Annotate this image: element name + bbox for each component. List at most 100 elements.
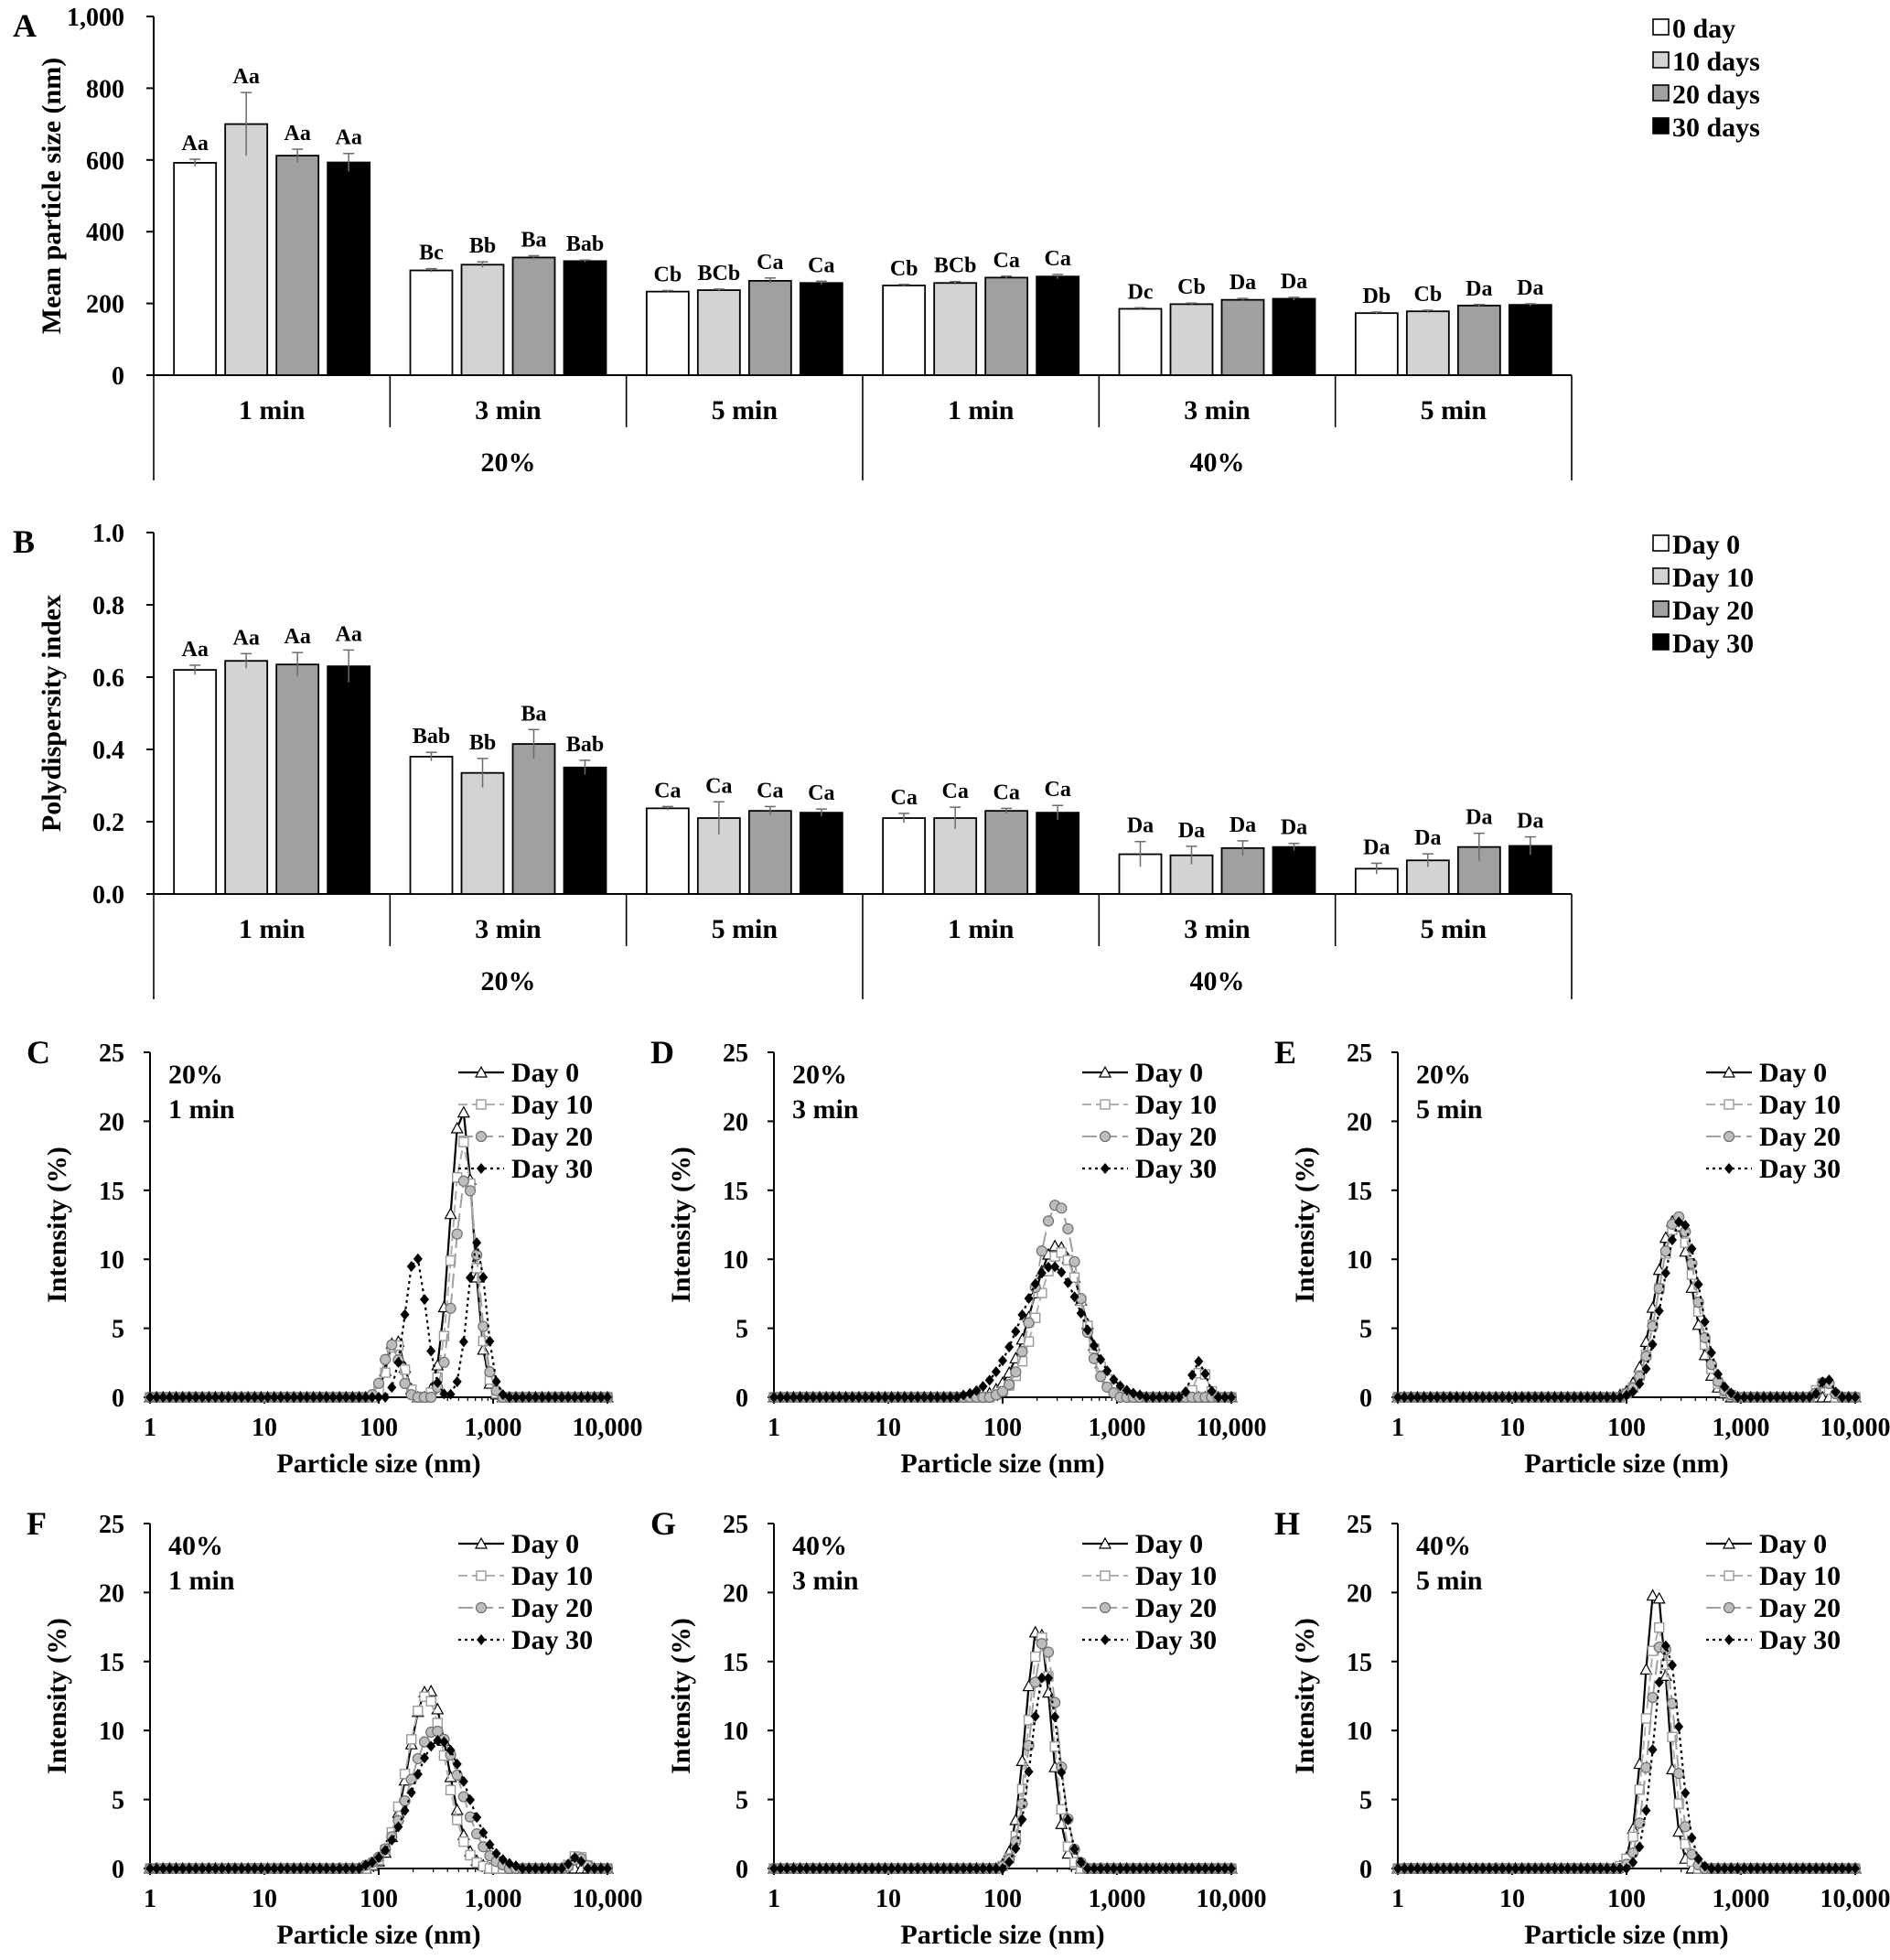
significance-label: Cb (1413, 283, 1442, 307)
marker-diamond (854, 1392, 864, 1403)
marker-square (1036, 1287, 1047, 1298)
marker-diamond (1432, 1392, 1442, 1403)
significance-label: Cb (890, 257, 918, 281)
y-tick-label: 0.6 (92, 664, 124, 693)
bar (460, 264, 505, 376)
marker-diamond (1510, 1392, 1520, 1403)
marker-diamond (210, 1392, 220, 1403)
marker-diamond (1720, 1381, 1730, 1393)
marker-diamond (847, 1863, 857, 1874)
marker-circle (1095, 1371, 1107, 1383)
y-tick-label: 0 (1359, 1384, 1372, 1413)
marker-diamond (1219, 1863, 1230, 1874)
bar (799, 282, 843, 376)
significance-label: Bc (419, 242, 444, 265)
panel-annotation: 5 min (1416, 1094, 1483, 1125)
marker-circle (1686, 1848, 1698, 1860)
marker-diamond (1843, 1863, 1853, 1874)
marker-diamond (452, 1758, 462, 1770)
marker-diamond (1517, 1392, 1527, 1403)
x-axis-title: Particle size (nm) (900, 1448, 1104, 1479)
marker-circle (1673, 1768, 1685, 1780)
marker-diamond (782, 1392, 792, 1403)
marker-diamond (991, 1863, 1001, 1874)
marker-diamond (367, 1857, 377, 1868)
marker-diamond (886, 1863, 897, 1874)
y-tick-label: 10 (99, 1246, 124, 1275)
marker-diamond (1706, 1863, 1716, 1874)
marker-diamond (1024, 1292, 1034, 1304)
marker-diamond (1628, 1857, 1638, 1868)
x-tick-label: 100 (1607, 1885, 1646, 1913)
marker-diamond (243, 1392, 253, 1403)
marker-diamond (1498, 1863, 1508, 1874)
y-tick-label: 5 (1359, 1316, 1372, 1344)
bar (409, 756, 454, 895)
significance-label: Aa (181, 132, 208, 156)
marker-circle (1016, 1345, 1028, 1358)
marker-diamond (275, 1863, 285, 1874)
y-tick-label: 0 (1359, 1856, 1372, 1884)
marker-diamond (1432, 1863, 1442, 1874)
marker-diamond (932, 1863, 942, 1874)
significance-label: Db (1362, 285, 1391, 308)
y-tick-label: 25 (723, 1039, 748, 1068)
x-tick-label: 1,000 (1713, 1414, 1770, 1442)
bar (1456, 305, 1501, 376)
bar (645, 290, 690, 376)
marker-diamond (1504, 1392, 1514, 1403)
marker-diamond (1011, 1326, 1021, 1338)
marker-diamond (1700, 1316, 1710, 1328)
marker-circle (380, 1353, 392, 1365)
legend-label: Day 30 (511, 1625, 593, 1655)
marker-diamond (1589, 1392, 1599, 1403)
marker-diamond (1700, 1860, 1710, 1872)
marker-diamond (984, 1863, 994, 1874)
marker-diamond (1011, 1843, 1021, 1855)
marker-square (1056, 1804, 1067, 1815)
marker-diamond (426, 1345, 436, 1357)
panel-annotation: 40% (1416, 1531, 1471, 1561)
marker-circle (1723, 1601, 1735, 1614)
bar (275, 155, 320, 376)
legend-label: Day 10 (1672, 563, 1754, 593)
marker-diamond (1622, 1863, 1631, 1874)
series-line (774, 1251, 1231, 1398)
marker-diamond (998, 1863, 1007, 1874)
marker-diamond (518, 1392, 528, 1403)
marker-square (1654, 1621, 1665, 1633)
marker-diamond (550, 1392, 560, 1403)
bar (882, 817, 927, 895)
marker-diamond (1713, 1368, 1723, 1380)
y-tick-label: 25 (1347, 1511, 1372, 1539)
marker-diamond (1128, 1387, 1138, 1399)
marker-triangle (474, 1536, 489, 1549)
bar (460, 771, 505, 895)
marker-diamond (433, 1735, 443, 1747)
marker-circle (1023, 1317, 1035, 1329)
marker-diamond (348, 1392, 358, 1403)
bar (1036, 275, 1080, 376)
marker-circle (399, 1377, 411, 1390)
marker-diamond (893, 1392, 903, 1403)
marker-diamond (769, 1392, 779, 1403)
marker-diamond (1030, 1710, 1040, 1722)
marker-circle (1010, 1366, 1022, 1378)
marker-diamond (171, 1392, 181, 1403)
series-line (150, 1689, 607, 1870)
marker-diamond (374, 1851, 383, 1863)
y-tick-label: 25 (99, 1511, 124, 1539)
y-tick-label: 0.0 (92, 881, 124, 910)
significance-label: Dc (1128, 280, 1154, 304)
bar (645, 807, 690, 895)
marker-diamond (907, 1863, 916, 1874)
legend-label: Day 0 (511, 1529, 579, 1559)
marker-square (425, 1696, 436, 1707)
marker-square (1724, 1570, 1734, 1581)
x-tick-label: 100 (360, 1885, 398, 1913)
y-axis-title: Mean particle size (nm) (37, 58, 67, 334)
significance-label: Ba (521, 228, 546, 252)
marker-square (1680, 1237, 1691, 1248)
legend-label: Day 10 (511, 1561, 593, 1591)
